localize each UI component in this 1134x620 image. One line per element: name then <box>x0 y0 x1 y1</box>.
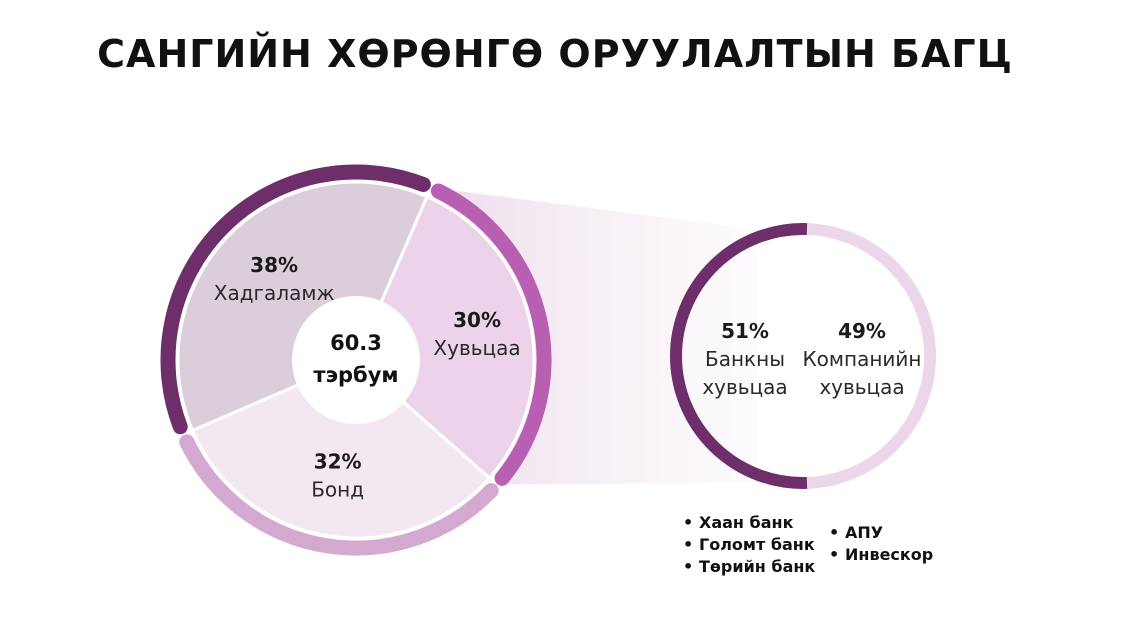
main-pie-labels: 30% Хувьцаа 32% Бонд 38% Хадгаламж <box>214 253 521 502</box>
slice-value-label: 38% <box>250 253 298 277</box>
slice-value-label: 30% <box>453 308 501 332</box>
pie-ring-segment <box>430 183 552 486</box>
ring-segment <box>669 223 808 489</box>
legend-item: АПУ <box>829 522 933 544</box>
slice-category-label: Компанийн <box>802 347 921 371</box>
slice-category-label: Хувьцаа <box>433 336 520 360</box>
slice-category-label: хувьцаа <box>819 375 904 399</box>
pie-ring-segment <box>160 164 431 435</box>
pie-slice <box>354 194 536 481</box>
page-title: САНГИЙН ХӨРӨНГӨ ОРУУЛАЛТЫН БАГЦ <box>97 32 1013 76</box>
slice-value-label: 49% <box>838 319 886 343</box>
legend-item: Голомт банк <box>683 534 815 556</box>
legend-item: Хаан банк <box>683 512 815 534</box>
pie-ring-segment <box>179 434 499 556</box>
stock-breakdown-labels: 51% Банкны хувьцаа 49% Компанийн хувьцаа <box>702 319 921 399</box>
company-stocks-legend: АПУ Инвескор <box>829 522 933 566</box>
total-unit: тэрбум <box>313 363 398 387</box>
ring-segment <box>806 223 936 489</box>
slice-value-label: 51% <box>721 319 769 343</box>
slice-category-label: Хадгаламж <box>214 281 335 305</box>
slice-category-label: Бонд <box>311 478 364 502</box>
total-value: 60.3 <box>330 331 382 355</box>
legend-item: Инвескор <box>829 544 933 566</box>
pie-slice <box>176 180 429 433</box>
main-pie <box>160 164 552 556</box>
slice-category-label: Банкны <box>705 347 785 371</box>
slice-value-label: 32% <box>314 450 362 474</box>
bank-stocks-legend: Хаан банк Голомт банк Төрийн банк <box>683 512 815 578</box>
slice-category-label: хувьцаа <box>702 375 787 399</box>
main-pie-center <box>292 296 420 424</box>
stock-breakdown-ring <box>669 223 936 489</box>
legend-item: Төрийн банк <box>683 556 815 578</box>
pie-slice <box>190 358 492 540</box>
